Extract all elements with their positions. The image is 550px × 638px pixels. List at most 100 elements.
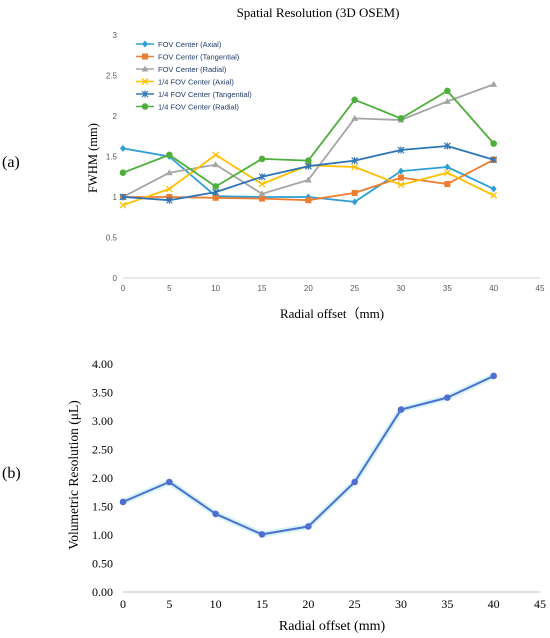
chart-a-data-point [258, 190, 266, 197]
chart-a-x-tick-label: 20 [304, 284, 313, 293]
chart-a-x-tick-label: 15 [258, 284, 267, 293]
chart-a-data-point [351, 96, 358, 104]
chart-b-x-tick-label: 10 [210, 597, 222, 611]
chart-a-legend-marker [141, 90, 149, 98]
chart-a-data-point [490, 156, 498, 164]
chart-a-legend-label: 1/4 FOV Center (Radial) [158, 102, 239, 111]
chart-a-legend-label: FOV Center (Radial) [158, 65, 227, 74]
chart-a-legend-marker [142, 40, 148, 48]
chart-b-data-point [444, 394, 451, 401]
chart-a-data-point [351, 114, 359, 121]
chart-a-data-point [397, 115, 405, 122]
chart-a-data-point [351, 198, 358, 206]
chart-b-data-point [351, 478, 358, 486]
chart-b-y-tick-label: 2.50 [92, 443, 113, 457]
chart-a-data-point [119, 193, 127, 201]
chart-a-data-point [351, 157, 359, 165]
chart-a-x-tick-label: 30 [397, 284, 406, 293]
chart-a-legend-marker [142, 53, 148, 60]
chart-b-data-point [166, 478, 173, 486]
chart-a-y-tick-label: 3 [113, 31, 118, 40]
chart-a-data-point [258, 155, 266, 163]
chart-a-legend-marker [141, 78, 149, 85]
panel-a-label: (a) [2, 154, 20, 171]
chart-b-x-axis-label: Radial offset (mm) [279, 619, 386, 634]
chart-a-legend-label: 1/4 FOV Center (Tangential) [158, 90, 252, 99]
chart-a-data-point [398, 174, 404, 181]
panel-a: (a) Spatial Resolution (3D OSEM) FWHM (m… [2, 5, 545, 321]
chart-b-data-point [212, 510, 219, 518]
chart-b-y-tick-label: 3.00 [92, 414, 113, 428]
chart-a-series-line [122, 145, 494, 202]
chart-a-data-point [212, 194, 219, 201]
chart-a-data-point [397, 181, 405, 189]
chart-a-x-tick-label: 0 [121, 284, 126, 293]
chart-b-x-tick-label: 45 [534, 597, 546, 611]
chart-a-data-point [165, 169, 173, 176]
chart-a-data-point [120, 144, 126, 152]
chart-a-data-point [351, 189, 358, 196]
chart-a-data-point [397, 146, 405, 154]
chart-b-data-point [258, 531, 266, 538]
chart-a-data-point [351, 163, 359, 171]
chart-a-series-5 [119, 142, 498, 204]
chart-a-data-point [443, 97, 451, 104]
chart-a-y-tick-label: 1.5 [106, 153, 118, 162]
panel-b-label: (b) [2, 465, 21, 482]
chart-a-series-6 [119, 87, 497, 190]
chart-a-data-point [259, 195, 265, 202]
chart-a-legend-marker [141, 103, 149, 110]
chart-a-y-tick-label: 0.5 [106, 234, 118, 243]
chart-a-data-point [444, 163, 451, 171]
chart-b-y-tick-label: 0.00 [92, 585, 113, 599]
chart-a-x-axis-label: Radial offset（mm) [280, 306, 384, 321]
chart-b-y-tick-label: 1.50 [92, 500, 113, 514]
chart-a-data-point [304, 162, 312, 170]
chart-a-data-point [490, 191, 498, 199]
chart-b-x-tick-label: 15 [256, 597, 268, 611]
chart-b-series-line [122, 375, 495, 536]
chart-a-data-point [119, 169, 127, 176]
chart-b-y-tick-label: 3.50 [92, 386, 113, 400]
chart-b-x-tick-label: 40 [488, 597, 500, 611]
chart-a-data-point [212, 161, 220, 168]
chart-b-y-tick-label: 4.00 [92, 357, 113, 371]
chart-b-x-tick-label: 35 [441, 597, 453, 611]
chart-b-x-tick-label: 0 [120, 597, 126, 611]
chart-b-series [119, 372, 497, 538]
chart-a-data-point [490, 185, 497, 193]
chart-b-data-point [397, 406, 405, 413]
chart-b-y-tick-label: 2.00 [92, 471, 113, 485]
chart-a-y-tick-label: 1 [113, 193, 118, 202]
chart-a-legend-label: 1/4 FOV Center (Axial) [158, 77, 234, 86]
chart-a-series-3 [119, 80, 498, 200]
chart-b-y-tick-label: 1.00 [92, 528, 113, 542]
chart-a-data-point [443, 142, 451, 150]
chart-a-y-tick-label: 2 [113, 112, 118, 121]
chart-b-x-tick-label: 5 [166, 597, 172, 611]
chart-a-data-point [305, 197, 312, 204]
chart-a-data-point [212, 183, 219, 190]
chart-a-y-axis-label: FWHM (mm) [86, 123, 100, 193]
chart-a-data-point [258, 173, 266, 181]
chart-a-data-point [490, 80, 498, 87]
chart-b-y-tick-label: 0.50 [92, 557, 113, 571]
chart-a-data-point [166, 151, 173, 159]
chart-a-legend: FOV Center (Axial) FOV Center (Tangential… [136, 40, 252, 111]
chart-a-data-point [305, 157, 312, 164]
chart-a-x-tick-label: 45 [536, 284, 545, 293]
chart-a-y-tick-label: 0 [113, 274, 118, 283]
chart-a-data-point [443, 169, 451, 177]
chart-a-data-point [444, 181, 451, 188]
chart-a-y-tick-label: 2.5 [106, 72, 118, 81]
chart-a-data-point [212, 188, 220, 196]
chart-a-legend-label: FOV Center (Axial) [158, 40, 222, 49]
chart-a-data-point [165, 185, 173, 193]
chart-b-axes: 0 5 10 15 20 25 30 35 40 45 0.00 0.50 1.00 1.50 2.00 2.… [92, 357, 546, 611]
chart-a-series [119, 80, 498, 209]
chart-b-y-axis-label: Volumetric Resolution (μL) [66, 400, 81, 549]
chart-a-data-point [212, 151, 220, 159]
chart-b-data-point [305, 523, 312, 530]
chart-a-data-point [258, 180, 266, 188]
